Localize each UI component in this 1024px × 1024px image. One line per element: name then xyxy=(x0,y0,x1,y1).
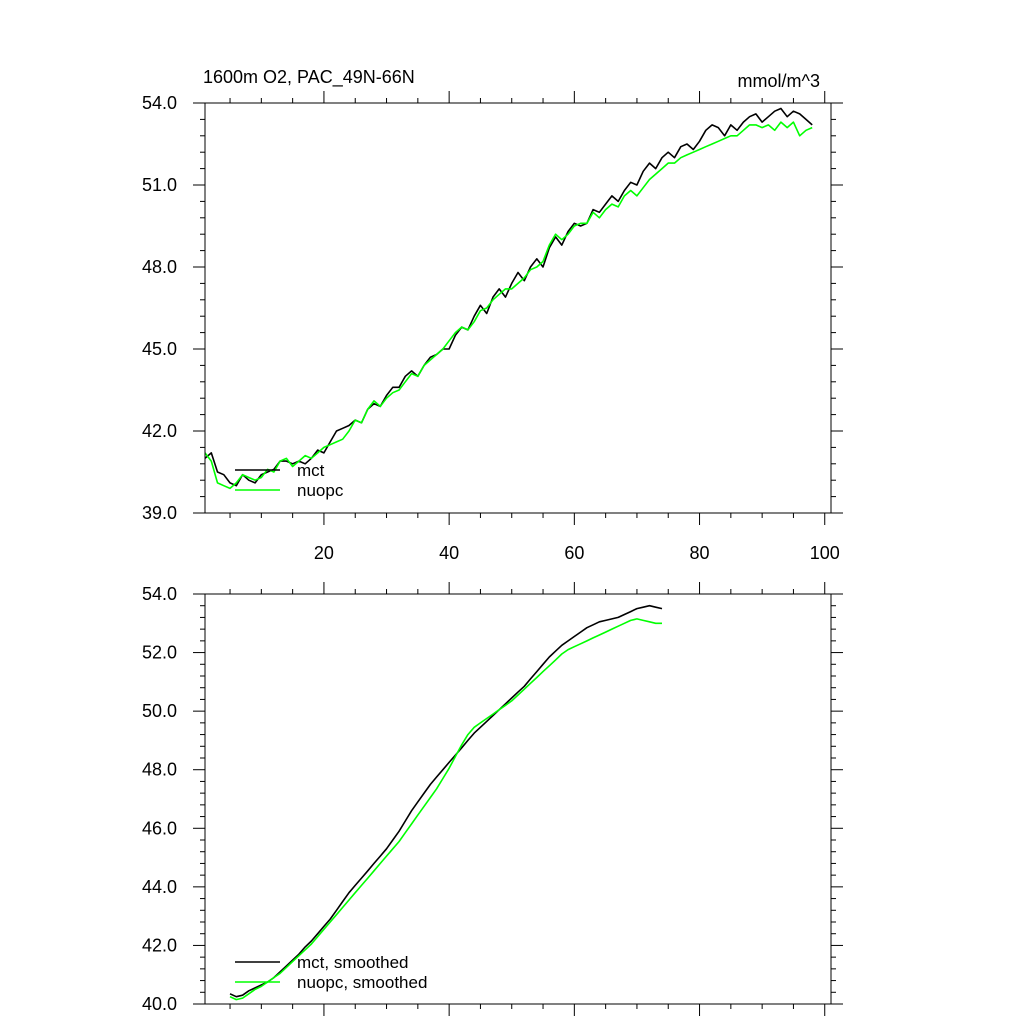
series-line-mct-smoothed xyxy=(229,604,663,998)
top-series-group xyxy=(204,107,813,490)
y-tick-label: 42.0 xyxy=(142,421,177,441)
y-tick-label: 48.0 xyxy=(142,760,177,780)
bottom-series-group xyxy=(229,604,663,1001)
y-tick-label: 44.0 xyxy=(142,877,177,897)
y-tick-label: 50.0 xyxy=(142,701,177,721)
y-tick-label: 40.0 xyxy=(142,994,177,1014)
bottom-plot-frame xyxy=(204,593,832,1005)
legend-label: nuopc xyxy=(297,481,344,500)
x-tick-label: 40 xyxy=(439,543,459,563)
series-line-mct xyxy=(204,107,813,487)
y-tick-label: 54.0 xyxy=(142,584,177,604)
series-line-nuopc xyxy=(204,121,813,490)
legend-label: nuopc, smoothed xyxy=(297,973,427,992)
units-label: mmol/m^3 xyxy=(738,71,820,91)
legend-label: mct, smoothed xyxy=(297,953,409,972)
chart-title: 1600m O2, PAC_49N-66N xyxy=(203,67,415,88)
x-tick-label: 100 xyxy=(810,543,840,563)
top-axis-ticks: 20 40 60 80 100 39.0 42.0 45.0 48.0 51.0 54.0 xyxy=(142,91,843,563)
top-plot-frame xyxy=(204,102,832,514)
y-tick-label: 45.0 xyxy=(142,339,177,359)
y-tick-label: 39.0 xyxy=(142,503,177,523)
series-line-nuopc-smoothed xyxy=(229,618,662,1001)
x-tick-label: 80 xyxy=(690,543,710,563)
y-tick-label: 42.0 xyxy=(142,935,177,955)
bottom-axis-ticks: 40.0 42.0 44.0 46.0 48.0 50.0 52.0 54.0 xyxy=(142,582,843,1016)
legend-label: mct xyxy=(297,461,325,480)
y-tick-label: 48.0 xyxy=(142,257,177,277)
y-tick-label: 46.0 xyxy=(142,818,177,838)
y-tick-label: 52.0 xyxy=(142,643,177,663)
x-tick-label: 60 xyxy=(564,543,584,563)
y-tick-label: 54.0 xyxy=(142,93,177,113)
top-panel: 20 40 60 80 100 39.0 42.0 45.0 48.0 51.0 54.0 mctn… xyxy=(142,91,843,563)
y-tick-label: 51.0 xyxy=(142,175,177,195)
bottom-panel: 40.0 42.0 44.0 46.0 48.0 50.0 52.0 54.0 mct, sm… xyxy=(142,582,843,1016)
x-tick-label: 20 xyxy=(314,543,334,563)
